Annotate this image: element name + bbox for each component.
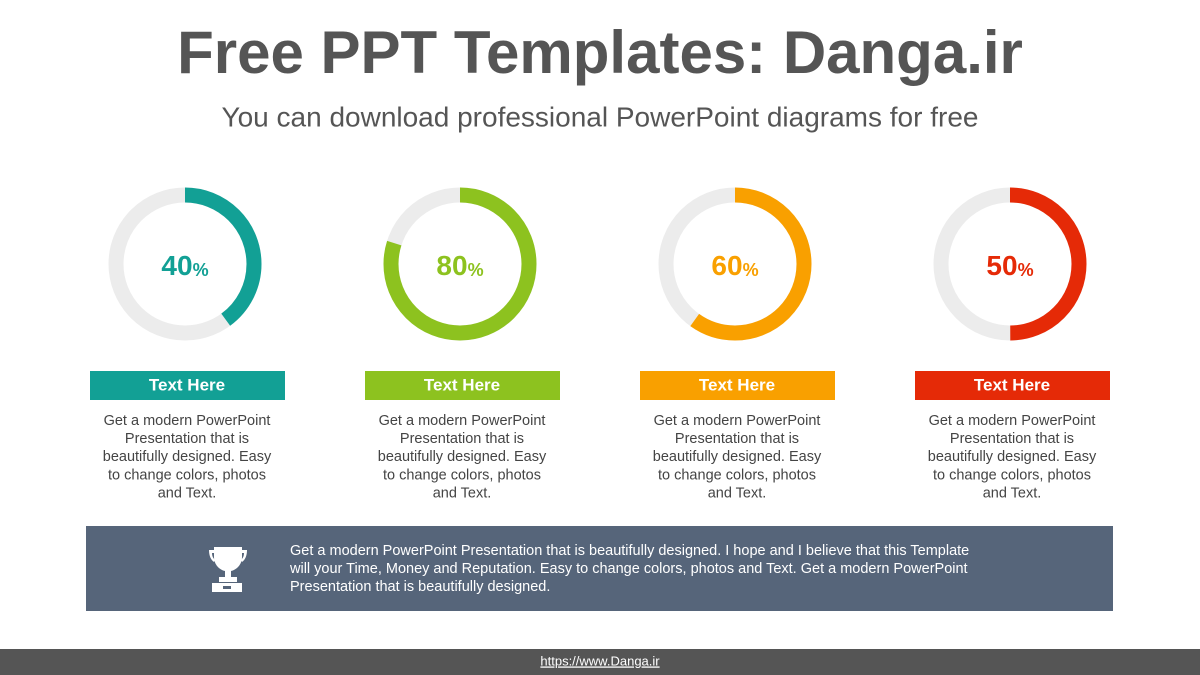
card-title: Text Here xyxy=(699,375,775,394)
percent-label: 50% xyxy=(986,250,1033,281)
percent-value: 60 xyxy=(711,250,742,281)
banner-text: Presentation that is beautifully designe… xyxy=(290,579,550,595)
card-text: beautifully designed. Easy xyxy=(928,449,1097,465)
card-header xyxy=(90,371,285,400)
card-text: Presentation that is xyxy=(400,431,524,447)
card-text: and Text. xyxy=(983,486,1042,502)
subtitle: You can download professional PowerPoint… xyxy=(222,101,979,132)
card-text: to change colors, photos xyxy=(108,467,266,483)
percent-unit: % xyxy=(1018,260,1034,280)
percent-value: 50 xyxy=(986,250,1017,281)
percent-value: 80 xyxy=(436,250,467,281)
card-title: Text Here xyxy=(424,375,500,394)
title: Free PPT Templates: Danga.ir xyxy=(177,19,1023,86)
card-text: to change colors, photos xyxy=(658,467,816,483)
card-text: Presentation that is xyxy=(950,431,1074,447)
card-header xyxy=(365,371,560,400)
card-text: Presentation that is xyxy=(675,431,799,447)
card-header xyxy=(640,371,835,400)
card-text: to change colors, photos xyxy=(383,467,541,483)
card-text: Get a modern PowerPoint xyxy=(654,413,821,429)
percent-label: 80% xyxy=(436,250,483,281)
donut-arc xyxy=(933,187,1087,341)
card-text: beautifully designed. Easy xyxy=(103,449,272,465)
percent-unit: % xyxy=(193,260,209,280)
percent-label: 60% xyxy=(711,250,758,281)
card-text: Get a modern PowerPoint xyxy=(104,413,271,429)
card-text: Get a modern PowerPoint xyxy=(379,413,546,429)
banner-text: will your Time, Money and Reputation. Ea… xyxy=(289,561,968,577)
banner-text: Get a modern PowerPoint Presentation tha… xyxy=(290,543,969,559)
percent-unit: % xyxy=(468,260,484,280)
card-text: to change colors, photos xyxy=(933,467,1091,483)
percent-label: 40% xyxy=(161,250,208,281)
card-text: beautifully designed. Easy xyxy=(653,449,822,465)
card-title: Text Here xyxy=(149,375,225,394)
card-text: and Text. xyxy=(433,486,492,502)
card-text: Get a modern PowerPoint xyxy=(929,413,1096,429)
donut-arc xyxy=(658,187,812,341)
card-header xyxy=(915,371,1110,400)
banner xyxy=(86,526,1113,611)
card-text: and Text. xyxy=(708,486,767,502)
card-title: Text Here xyxy=(974,375,1050,394)
percent-unit: % xyxy=(743,260,759,280)
footer-link[interactable]: https://www.Danga.ir xyxy=(540,653,660,668)
trophy-icon xyxy=(209,547,247,592)
card-text: Presentation that is xyxy=(125,431,249,447)
card-text: beautifully designed. Easy xyxy=(378,449,547,465)
donut-arc xyxy=(108,187,262,341)
footer-bar xyxy=(0,649,1200,675)
card-text: and Text. xyxy=(158,486,217,502)
percent-value: 40 xyxy=(161,250,192,281)
donut-arc xyxy=(383,187,537,341)
